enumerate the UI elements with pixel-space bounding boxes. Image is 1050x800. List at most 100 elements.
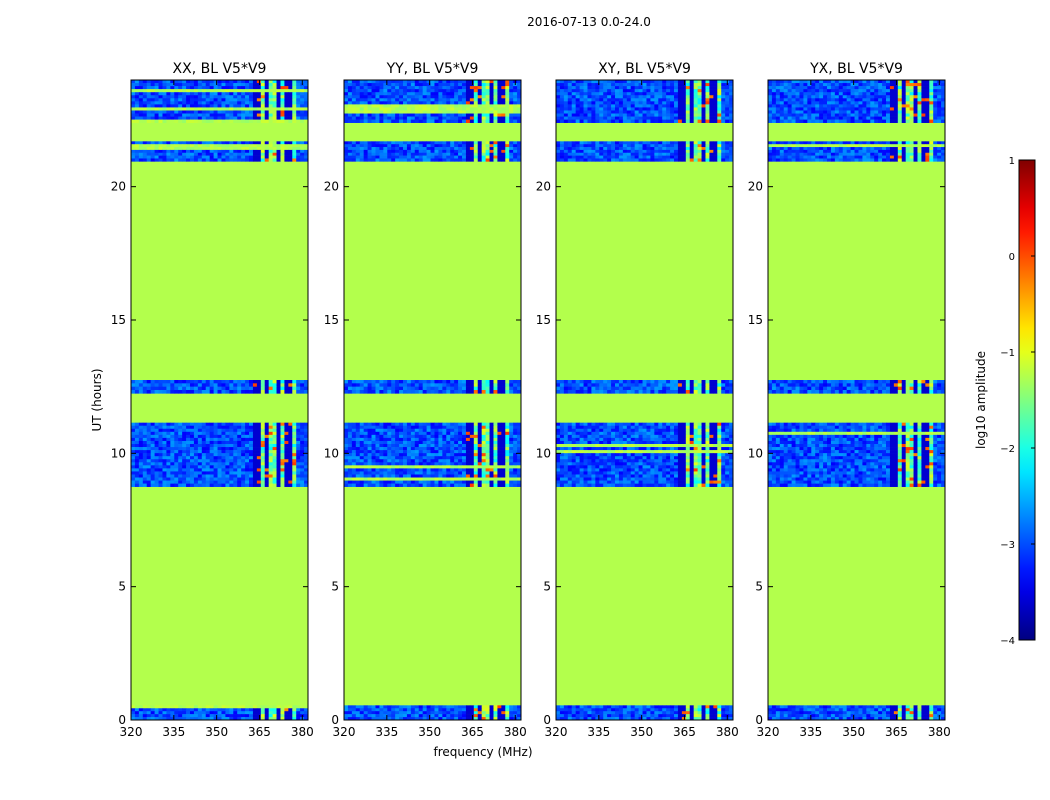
heatmap-cell — [213, 465, 218, 469]
heatmap-cell — [355, 89, 361, 93]
heatmap-cell — [205, 714, 211, 718]
heatmap-cell — [406, 86, 412, 90]
heatmap-cell — [252, 141, 258, 145]
heatmap-cell — [134, 98, 140, 102]
heatmap-cell — [450, 380, 455, 384]
heatmap-cell — [497, 465, 502, 469]
heatmap-cell — [347, 440, 353, 445]
heatmap-cell — [406, 459, 412, 463]
heatmap-cell — [256, 147, 262, 151]
heatmap-cell — [497, 437, 502, 442]
heatmap-cell — [481, 119, 486, 123]
heatmap-cell — [233, 113, 238, 117]
heatmap-cell — [190, 149, 195, 154]
heatmap-cell — [375, 447, 380, 451]
heatmap-cell — [513, 113, 518, 117]
heatmap-cell — [162, 86, 167, 90]
heatmap-cell — [142, 453, 148, 457]
heatmap-cell — [355, 425, 361, 430]
heatmap-cell — [217, 474, 222, 478]
heatmap-cell — [178, 468, 183, 472]
heatmap-cell — [591, 422, 596, 427]
heatmap-cell — [410, 107, 416, 111]
heatmap-cell — [344, 80, 349, 84]
x-tick-label: 365 — [248, 725, 271, 739]
heatmap-cell — [201, 380, 207, 384]
heatmap-cell — [383, 92, 388, 96]
heatmap-cell — [347, 380, 353, 384]
heatmap-cell — [497, 390, 502, 394]
heatmap-cell — [280, 89, 285, 93]
heatmap-cell — [209, 149, 214, 154]
heatmap-cell — [201, 453, 207, 457]
heatmap-cell — [154, 714, 159, 718]
heatmap-cell — [300, 444, 305, 448]
heatmap-cell — [575, 717, 580, 720]
heatmap-cell — [205, 465, 211, 469]
heatmap-cell — [150, 483, 155, 487]
heatmap-cell — [410, 390, 416, 394]
heatmap-cell — [462, 431, 467, 436]
x-tick-label: 335 — [162, 725, 185, 739]
heatmap-cell — [351, 95, 357, 99]
heatmap-cell — [391, 444, 396, 448]
heatmap-cell — [245, 456, 250, 460]
heatmap-cell — [462, 147, 467, 151]
heatmap-cell — [174, 477, 179, 481]
heatmap-cell — [359, 116, 365, 120]
heatmap-cell — [473, 155, 479, 159]
heatmap-cell — [446, 471, 451, 475]
heatmap-cell — [493, 95, 498, 99]
heatmap-cell — [497, 440, 502, 445]
heatmap-cell — [446, 101, 451, 105]
heatmap-cell — [347, 383, 353, 387]
heatmap-cell — [351, 471, 357, 475]
heatmap-cell — [517, 714, 521, 718]
heatmap-cell — [501, 113, 506, 117]
heatmap-cell — [481, 714, 486, 718]
heatmap-cell — [383, 708, 388, 712]
heatmap-cell — [485, 456, 490, 460]
heatmap-cell — [383, 149, 388, 154]
heatmap-cell — [438, 141, 443, 145]
heatmap-cell — [414, 708, 420, 712]
heatmap-cell — [249, 113, 254, 117]
heatmap-cell — [260, 113, 266, 117]
heatmap-cell — [446, 434, 451, 439]
heatmap-cell — [142, 158, 148, 162]
heatmap-cell — [260, 92, 266, 96]
heatmap-cell — [193, 468, 199, 472]
heatmap-cell — [481, 86, 486, 90]
heatmap-cell — [272, 705, 277, 709]
heatmap-cell — [403, 714, 408, 718]
heatmap-cell — [454, 144, 459, 148]
heatmap-cell — [182, 474, 187, 478]
heatmap-cell — [371, 456, 376, 460]
heatmap-cell — [473, 717, 479, 720]
heatmap-cell — [221, 711, 226, 715]
heatmap-cell — [359, 89, 365, 93]
heatmap-cell — [193, 462, 199, 466]
heatmap-cell — [465, 152, 471, 156]
heatmap-cell — [134, 465, 140, 469]
heatmap-cell — [375, 152, 380, 156]
heatmap-cell — [197, 450, 203, 454]
heatmap-cell — [462, 437, 467, 442]
heatmap-cell — [276, 717, 281, 720]
heatmap-cell — [410, 149, 416, 154]
heatmap-cell — [599, 717, 604, 720]
heatmap-cell — [399, 440, 404, 445]
heatmap-cell — [395, 434, 400, 439]
heatmap-cell — [399, 155, 404, 159]
heatmap-cell — [146, 89, 152, 93]
heatmap-cell — [150, 110, 155, 114]
heatmap-cell — [489, 152, 494, 156]
heatmap-cell — [344, 483, 349, 487]
heatmap-cell — [383, 89, 388, 93]
heatmap-cell — [229, 158, 234, 162]
heatmap-cell — [450, 434, 455, 439]
heatmap-cell — [438, 471, 443, 475]
heatmap-cell — [359, 383, 365, 387]
heatmap-cell — [442, 92, 447, 96]
heatmap-cell — [517, 474, 521, 478]
